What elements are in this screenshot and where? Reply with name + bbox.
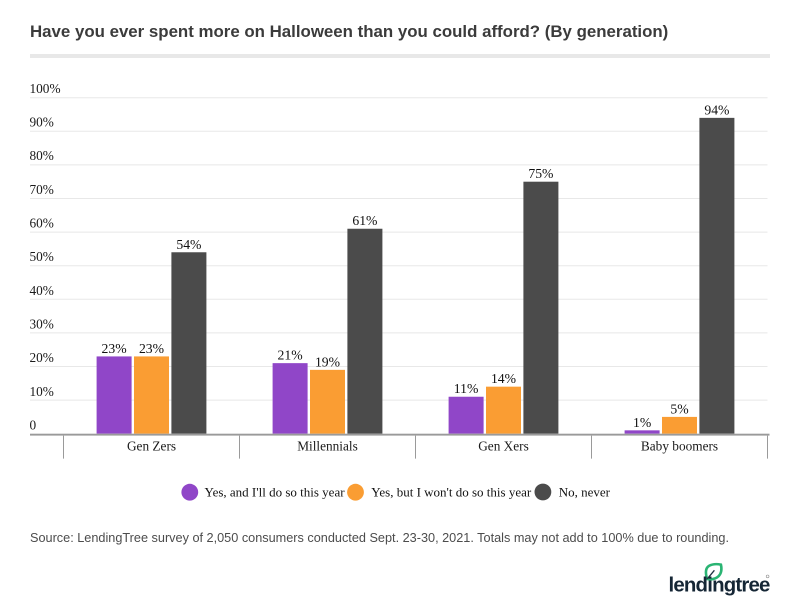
svg-text:Millennials: Millennials (297, 439, 358, 454)
svg-text:30%: 30% (30, 317, 54, 332)
svg-text:100%: 100% (30, 81, 61, 96)
svg-text:1%: 1% (633, 415, 651, 430)
svg-text:14%: 14% (491, 371, 516, 386)
svg-text:11%: 11% (454, 381, 479, 396)
svg-text:Gen Xers: Gen Xers (478, 439, 529, 454)
svg-text:Baby boomers: Baby boomers (641, 439, 718, 454)
svg-text:Yes, and I'll do so this year: Yes, and I'll do so this year (205, 484, 346, 499)
svg-text:21%: 21% (278, 348, 303, 363)
svg-text:10%: 10% (30, 384, 54, 399)
svg-text:No, never: No, never (559, 484, 611, 499)
svg-text:Gen Zers: Gen Zers (127, 439, 176, 454)
svg-text:40%: 40% (30, 283, 54, 298)
svg-text:80%: 80% (30, 148, 54, 163)
svg-text:Source: LendingTree survey of: Source: LendingTree survey of 2,050 cons… (30, 531, 729, 545)
svg-text:61%: 61% (352, 213, 377, 228)
svg-text:50%: 50% (30, 249, 54, 264)
svg-text:Have you ever spent more on Ha: Have you ever spent more on Halloween th… (30, 22, 668, 41)
svg-text:54%: 54% (176, 237, 201, 252)
svg-text:lendingtree: lendingtree (669, 574, 771, 596)
svg-text:Yes, but I won't do so this ye: Yes, but I won't do so this year (371, 484, 532, 499)
svg-text:75%: 75% (528, 166, 553, 181)
svg-text:23%: 23% (139, 341, 164, 356)
svg-text:20%: 20% (30, 350, 54, 365)
svg-text:23%: 23% (102, 341, 127, 356)
svg-text:0: 0 (30, 417, 37, 432)
svg-text:19%: 19% (315, 354, 340, 369)
svg-text:94%: 94% (704, 102, 729, 117)
svg-text:70%: 70% (30, 182, 54, 197)
svg-text:90%: 90% (30, 115, 54, 130)
svg-text:60%: 60% (30, 216, 54, 231)
svg-text:5%: 5% (670, 401, 688, 416)
